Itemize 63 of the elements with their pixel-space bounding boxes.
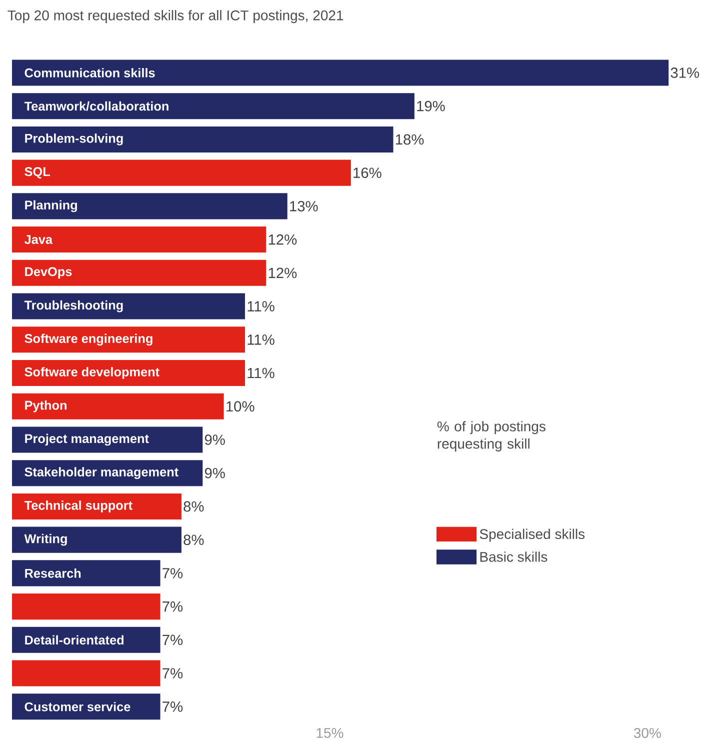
legend-label: Specialised skills (480, 528, 584, 542)
bar (12, 360, 245, 386)
y-tick-label: Python (24, 400, 66, 412)
bar (12, 694, 160, 720)
bar (12, 293, 245, 320)
data-label: 11% (248, 368, 274, 378)
y-tick-label: Detail-orientated (24, 635, 124, 645)
y-tick-label: Java (24, 235, 52, 244)
bar (12, 60, 668, 86)
x-tick-label: 15% (316, 728, 344, 738)
bar (12, 594, 160, 620)
y-tick-label: Software development (24, 367, 160, 379)
data-label: 9% (204, 434, 225, 445)
data-label: 7% (162, 634, 182, 646)
bar (12, 160, 351, 186)
data-label: 12% (268, 234, 296, 245)
y-tick-label: Customer service (24, 702, 130, 712)
annotation: % of job postings requesting skill (437, 421, 546, 452)
data-label: 8% (184, 501, 204, 512)
data-label: 8% (184, 534, 204, 546)
bar (12, 493, 182, 520)
bar (12, 526, 182, 553)
bar (12, 626, 160, 653)
y-tick-label: Teamwork/collaboration (24, 101, 168, 111)
data-label: 12% (268, 268, 296, 278)
y-tick-label: SQL (24, 167, 50, 178)
data-label: 11% (248, 334, 274, 345)
y-tick-label: Project management (24, 434, 149, 446)
y-tick-label: Troubleshooting (24, 300, 123, 312)
data-label: 9% (204, 468, 225, 478)
y-tick-label: Communication skills (24, 68, 155, 78)
y-tick-label: Technical support (24, 500, 132, 512)
bar (12, 193, 288, 220)
chart-title: Top 20 most requested skills for all ICT postings, 2021 (8, 10, 343, 24)
bar (12, 260, 266, 286)
y-tick-label: Stakeholder management (24, 467, 178, 480)
data-label: 11% (248, 301, 274, 312)
data-label: 19% (416, 100, 445, 112)
legend-label: Basic skills (480, 552, 548, 562)
bar (12, 393, 224, 420)
data-label: 13% (290, 201, 318, 212)
bar (12, 326, 245, 353)
bar (12, 660, 160, 686)
y-tick-label: Problem-solving (24, 134, 123, 146)
bar (12, 560, 160, 586)
x-tick-label: 30% (634, 728, 661, 738)
y-tick-label: DevOps (24, 267, 72, 279)
y-tick-label: Software engineering (24, 334, 152, 346)
data-label: 7% (162, 568, 182, 578)
bar (12, 226, 266, 253)
bar (12, 126, 394, 152)
data-label: 7% (162, 601, 182, 612)
data-label: 7% (162, 668, 182, 678)
y-tick-label: Research (24, 568, 80, 578)
y-tick-label: Writing (24, 534, 67, 546)
bar (12, 426, 202, 453)
bar (12, 93, 414, 120)
y-tick-label: Planning (24, 200, 77, 212)
data-label: 10% (226, 401, 254, 412)
data-label: 16% (353, 168, 382, 178)
data-label: 18% (396, 134, 424, 145)
data-label: 31% (670, 68, 699, 78)
data-label: 7% (162, 702, 182, 712)
